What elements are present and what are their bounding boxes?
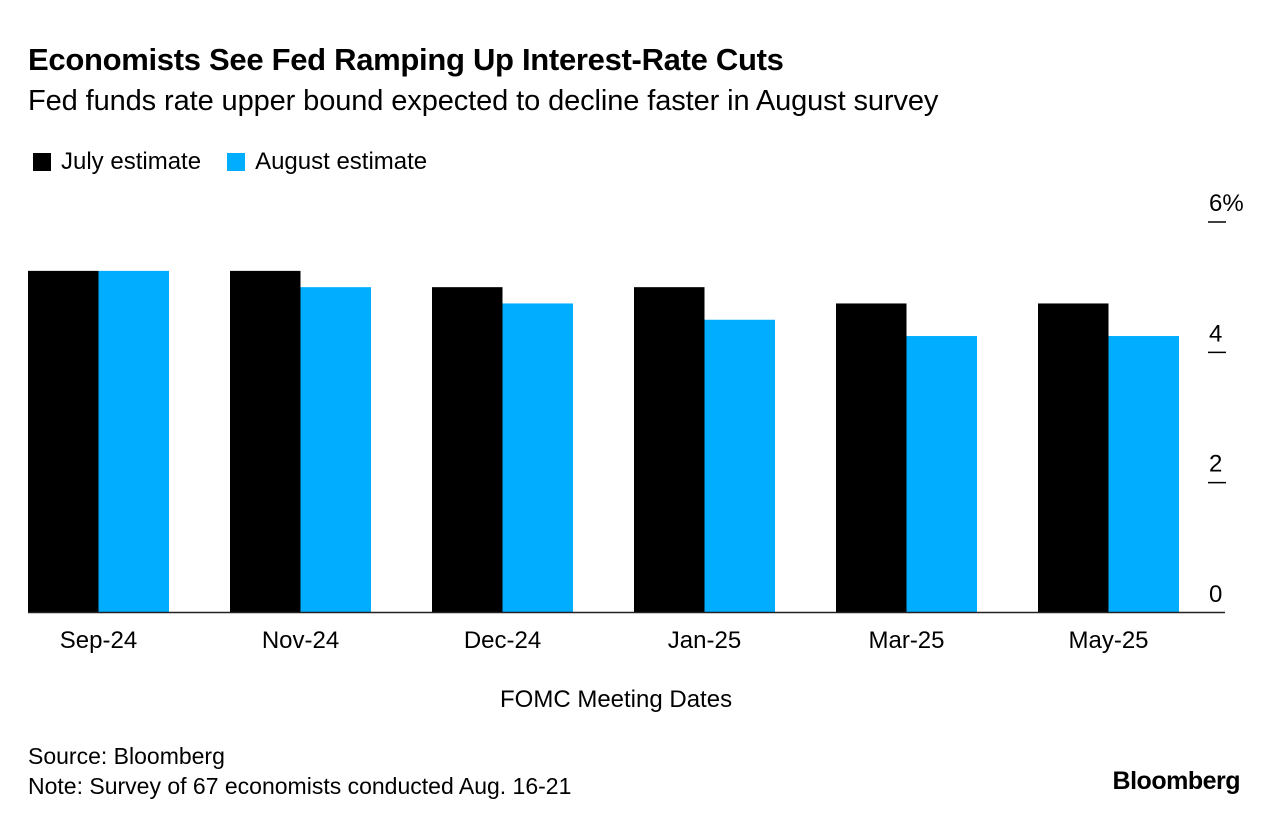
legend: July estimate August estimate	[33, 148, 453, 176]
y-tick-label: 6%	[1209, 190, 1244, 217]
legend-label-july: July estimate	[61, 148, 202, 175]
y-tick-label: 0	[1209, 581, 1222, 608]
bar-august-dec-24	[502, 303, 573, 613]
bar-july-nov-24	[230, 270, 301, 613]
x-tick-label: Dec-24	[464, 627, 541, 654]
source-text: Source: Bloomberg	[28, 743, 225, 769]
bar-august-jan-25	[704, 319, 775, 613]
note-text: Note: Survey of 67 economists conducted …	[28, 773, 572, 799]
chart-subtitle: Fed funds rate upper bound expected to d…	[28, 85, 939, 117]
x-tick-label: Mar-25	[868, 627, 944, 654]
x-tick-label: Jan-25	[668, 627, 741, 654]
bar-july-jan-25	[634, 287, 705, 613]
x-tick-label: Sep-24	[60, 627, 137, 654]
legend-swatch-august	[227, 153, 246, 171]
y-tick-label: 4	[1209, 320, 1222, 347]
source-notes: Source: Bloomberg Note: Survey of 67 eco…	[28, 741, 571, 801]
x-tick-label: Nov-24	[262, 627, 339, 654]
x-axis-title: FOMC Meeting Dates	[500, 686, 733, 713]
chart-title: Economists See Fed Ramping Up Interest-R…	[28, 42, 784, 77]
y-tick-label: 2	[1209, 451, 1222, 478]
bar-august-mar-25	[906, 336, 977, 613]
legend-swatch-july	[33, 153, 51, 171]
bar-july-may-25	[1038, 303, 1109, 613]
legend-label-august: August estimate	[255, 148, 428, 175]
bar-july-dec-24	[432, 287, 503, 613]
bar-august-may-25	[1108, 336, 1179, 613]
bar-july-mar-25	[836, 303, 907, 613]
legend-item-august: August estimate	[227, 148, 427, 176]
bar-july-sep-24	[28, 270, 99, 613]
x-tick-label: May-25	[1068, 627, 1148, 654]
legend-item-july: July estimate	[33, 148, 201, 176]
bar-august-nov-24	[300, 287, 371, 613]
bar-august-sep-24	[98, 270, 169, 613]
bloomberg-logo: Bloomberg	[1112, 767, 1241, 795]
